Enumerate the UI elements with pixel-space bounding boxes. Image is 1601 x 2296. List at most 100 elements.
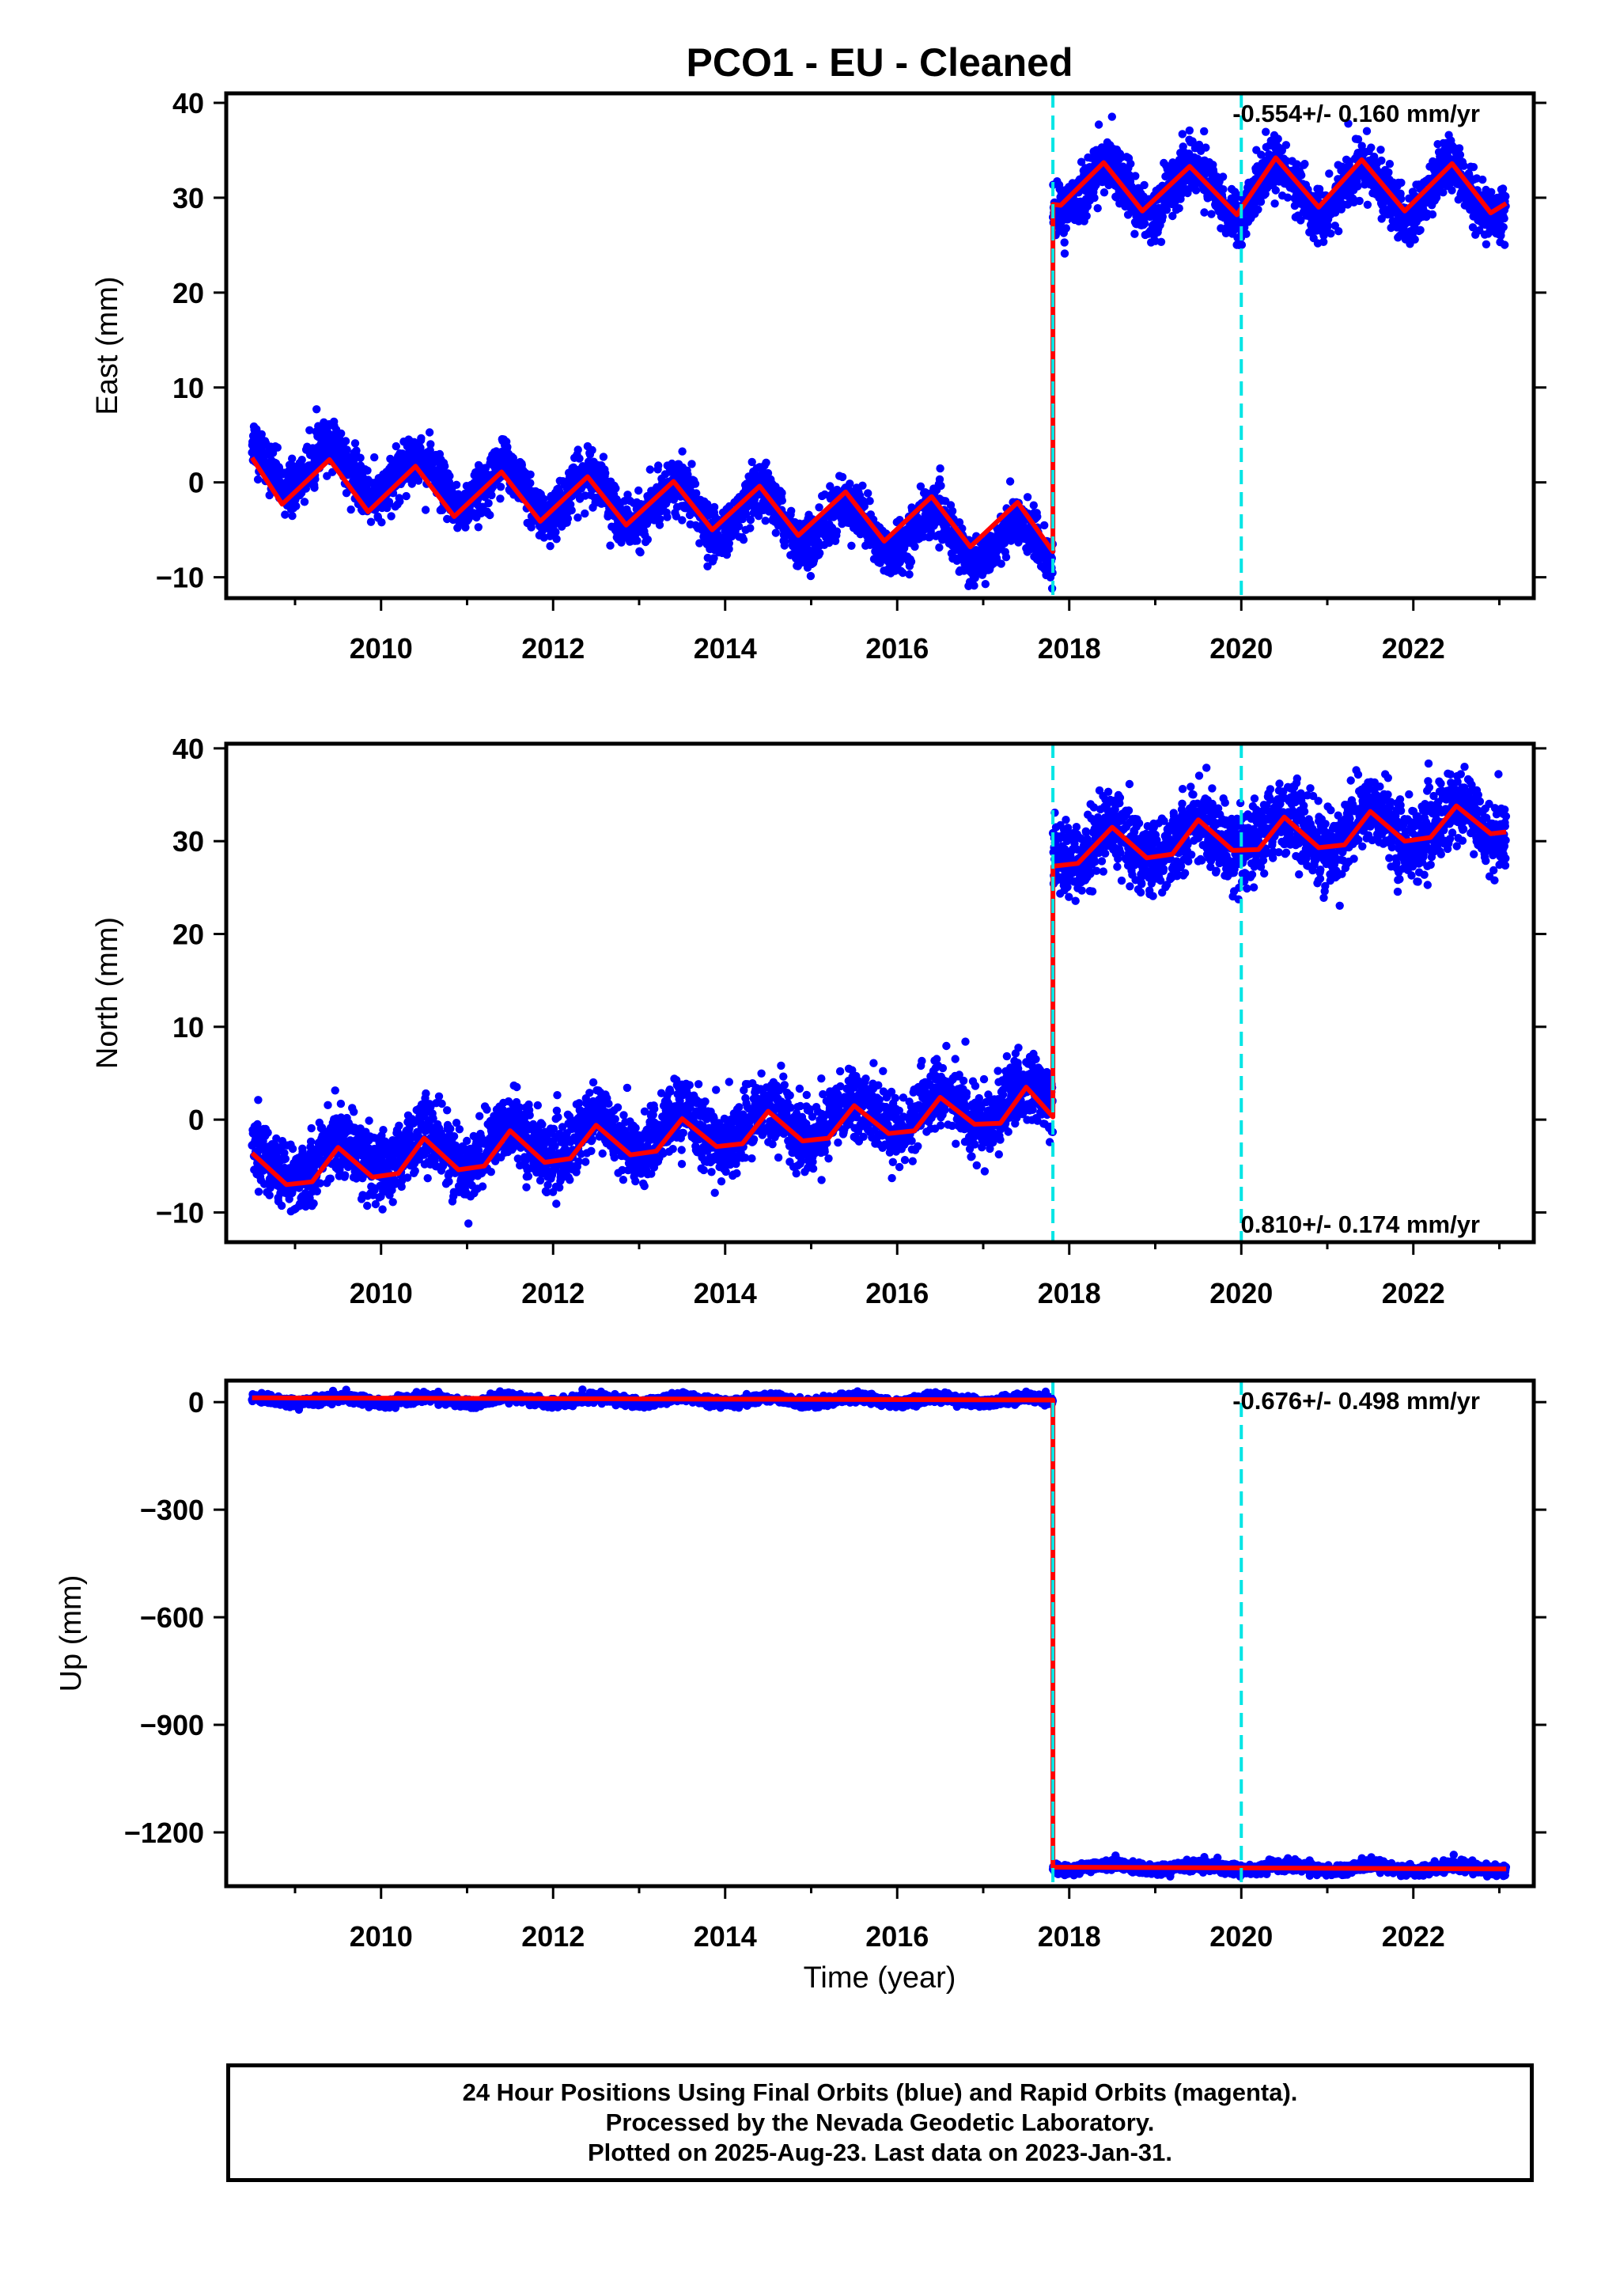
data-point-east (1188, 137, 1197, 146)
data-point-east (763, 468, 773, 478)
data-point-east (421, 506, 430, 514)
data-point-east (288, 454, 297, 463)
data-point-east (691, 479, 700, 488)
data-point-east (253, 475, 263, 484)
data-point-east (1296, 216, 1305, 225)
data-point-east (1270, 199, 1279, 208)
data-point-east (1281, 141, 1291, 150)
data-point-east (1168, 211, 1177, 221)
data-point-east (1156, 237, 1166, 246)
data-point-east (787, 506, 796, 515)
data-point-east (634, 486, 643, 495)
data-points-east (248, 112, 1510, 593)
data-point-east (1090, 193, 1099, 203)
data-point-east (300, 498, 309, 506)
data-point-east (599, 453, 608, 461)
data-point-east (725, 539, 733, 547)
data-point-east (1100, 188, 1109, 197)
data-point-east (346, 505, 355, 514)
data-point-east (1377, 214, 1386, 223)
data-point-east (474, 523, 483, 532)
y-tick-label-east: 40 (172, 87, 204, 119)
data-point-east (377, 518, 386, 527)
data-point-east (1363, 200, 1372, 209)
data-point-east (1060, 249, 1069, 258)
y-tick-label-east: 10 (172, 372, 204, 404)
data-point-east (1126, 159, 1135, 169)
data-point-east (1274, 135, 1282, 143)
data-point-east (672, 512, 681, 521)
data-point-east (1200, 208, 1209, 217)
data-point-east (1448, 186, 1456, 195)
data-point-east (970, 582, 978, 590)
data-point-east (292, 502, 301, 510)
data-point-east (1325, 169, 1334, 178)
data-point-east (710, 554, 718, 563)
data-point-east (858, 481, 867, 490)
data-point-east (910, 542, 919, 551)
data-point-east (935, 543, 944, 552)
data-point-east (487, 491, 496, 500)
data-point-east (1385, 160, 1395, 169)
data-point-east (1293, 160, 1301, 169)
data-point-east (739, 536, 748, 544)
data-point-east (771, 529, 780, 537)
data-point-east (905, 570, 914, 579)
data-point-east (1200, 127, 1209, 136)
data-point-east (273, 443, 282, 452)
data-point-east (1397, 178, 1406, 188)
data-point-east (1384, 168, 1393, 177)
x-tick-label-east: 2018 (1038, 632, 1101, 665)
data-point-east (1202, 143, 1210, 152)
data-point-east (1107, 112, 1117, 121)
data-point-east (1376, 146, 1385, 154)
data-point-east (402, 491, 411, 501)
data-point-east (1367, 143, 1376, 152)
data-point-east (1353, 182, 1362, 191)
data-point-east (937, 481, 945, 491)
x-tick-label-east: 2014 (694, 632, 757, 665)
data-point-east (742, 510, 751, 519)
data-point-east (955, 518, 964, 527)
data-point-east (1282, 157, 1291, 165)
data-point-east (341, 437, 350, 445)
data-point-east (366, 517, 376, 526)
data-point-east (1428, 210, 1437, 219)
data-point-east (575, 454, 584, 463)
y-tick-label-east: −10 (156, 562, 204, 594)
data-point-east (370, 453, 379, 462)
data-point-east (1218, 172, 1228, 181)
data-point-east (695, 539, 704, 547)
data-point-east (865, 497, 874, 506)
data-point-east (780, 537, 789, 547)
data-point-east (925, 532, 934, 542)
data-point-east (496, 494, 505, 503)
y-tick-label-east: 20 (172, 277, 204, 309)
data-point-east (1482, 240, 1491, 248)
data-point-east (1158, 212, 1168, 222)
data-point-east (1130, 229, 1139, 238)
data-point-east (611, 484, 620, 493)
data-point-east (1001, 553, 1011, 562)
data-point-east (1362, 127, 1372, 135)
data-point-east (1353, 135, 1363, 144)
data-point-east (337, 429, 346, 438)
data-point-east (1256, 197, 1266, 206)
data-point-east (1077, 157, 1086, 166)
data-point-east (384, 498, 394, 506)
data-point-east (288, 511, 297, 521)
data-point-east (1040, 521, 1049, 530)
data-point-east (588, 445, 596, 455)
data-point-east (645, 465, 654, 474)
data-point-east (1487, 188, 1496, 196)
data-point-east (1478, 175, 1487, 184)
data-point-east (452, 480, 461, 489)
data-points-north (248, 759, 1511, 1228)
data-point-east (1060, 238, 1069, 247)
data-point-east (656, 514, 664, 524)
data-point-east (1175, 204, 1183, 213)
y-tick-label-east: 30 (172, 182, 204, 214)
data-point-east (832, 527, 842, 536)
data-point-east (1125, 170, 1134, 180)
data-point-east (710, 502, 719, 512)
